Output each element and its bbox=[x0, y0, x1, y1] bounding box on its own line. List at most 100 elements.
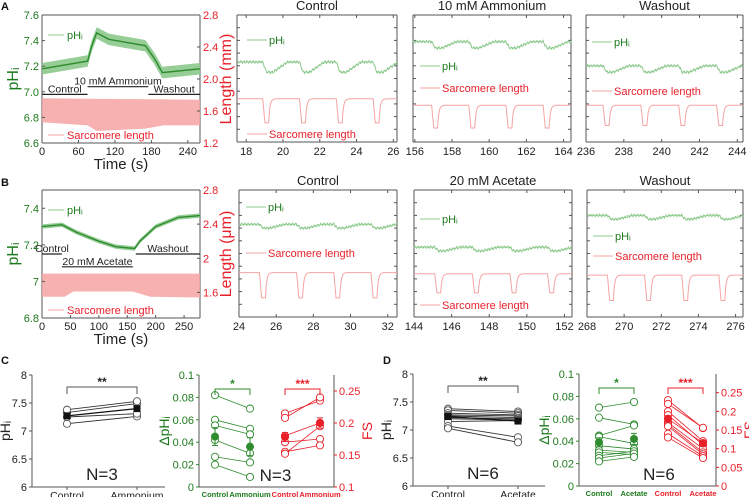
y-tick-label: 8 bbox=[402, 369, 408, 381]
sarcomere-length-band bbox=[42, 98, 200, 131]
y-tick-label: 0.04 bbox=[553, 436, 574, 448]
x-tick-label: 242 bbox=[690, 146, 708, 158]
x-tick-label: 32 bbox=[382, 321, 394, 333]
y-axis-title: pHᵢ bbox=[5, 68, 22, 91]
x-tick-label: 148 bbox=[480, 321, 498, 333]
legend-ph-label: pHᵢ bbox=[615, 231, 631, 243]
sarcomere-length-trace bbox=[587, 274, 743, 301]
legend-sl-label: Sarcomere length bbox=[442, 300, 529, 312]
right-data-point bbox=[315, 441, 325, 450]
left-significance-bracket bbox=[598, 387, 635, 394]
ph-band bbox=[42, 213, 200, 251]
y2-axis-title: Length (μm) bbox=[218, 211, 235, 298]
x-tick-label: 158 bbox=[443, 146, 461, 158]
ph-trace bbox=[236, 59, 398, 75]
condition-label: 20 mM Acetate bbox=[62, 256, 132, 268]
left-data-point bbox=[245, 458, 255, 467]
left-pair-line bbox=[214, 425, 251, 435]
right-significance-stars: *** bbox=[295, 377, 309, 391]
right-pair-line bbox=[284, 397, 321, 419]
condition-label: Control bbox=[35, 243, 69, 255]
category-label: Control bbox=[586, 489, 613, 497]
x-tick-label: 274 bbox=[689, 321, 707, 333]
data-point bbox=[513, 438, 523, 447]
right-mean-point bbox=[699, 439, 707, 448]
category-label: Acetate bbox=[689, 489, 716, 497]
left-pair-line bbox=[598, 425, 635, 436]
legend-sl-label: Sarcomere length bbox=[614, 86, 701, 98]
pair-line bbox=[66, 415, 138, 425]
y2-tick-label: 0.15 bbox=[721, 425, 742, 437]
y2-tick-label: 2.4 bbox=[203, 219, 218, 231]
y-tick-label: 0.06 bbox=[553, 414, 574, 426]
x-tick-label: 24 bbox=[233, 321, 245, 333]
left-data-point bbox=[245, 430, 255, 439]
right-pair-line bbox=[667, 418, 704, 444]
y-tick-label: 0.02 bbox=[173, 460, 194, 472]
condition-label: Control bbox=[48, 83, 82, 95]
significance-bracket bbox=[66, 386, 138, 394]
category-label: Ammonium bbox=[299, 490, 341, 497]
left-significance-stars: * bbox=[614, 376, 619, 390]
mean-point bbox=[133, 405, 141, 413]
pair-line bbox=[447, 414, 519, 417]
sarcomere-length-trace bbox=[239, 272, 397, 299]
ph-trace bbox=[586, 212, 744, 222]
right-pair-line bbox=[667, 414, 704, 446]
x-tick-label: 18 bbox=[240, 146, 252, 158]
right-data-point bbox=[698, 423, 708, 432]
y-tick-label: 0 bbox=[568, 481, 574, 493]
sarcomere-length-trace bbox=[414, 273, 572, 294]
x-axis-title: Time (s) bbox=[94, 156, 148, 173]
y-tick-label: 7.5 bbox=[393, 397, 408, 409]
chart-D-dph-fs: 0 0.02 0.04 0.06 0.08 0.1 0 0.05 0.1 0.15 0.2 0.25 C… bbox=[536, 369, 749, 497]
legend-ph-label: pHᵢ bbox=[442, 214, 458, 226]
sarcomere-length-trace bbox=[586, 104, 743, 126]
chart-B-washout: Washout 268 270 272 274 276 pHᵢ Sarcomere lengt… bbox=[578, 173, 745, 333]
condition-label: Washout bbox=[154, 83, 195, 95]
left-pair-line bbox=[598, 436, 635, 444]
chart-B-control: Control 24 26 28 30 32 pHᵢ Sarcomere length bbox=[233, 173, 398, 333]
sarcomere-length-trace bbox=[413, 104, 571, 129]
left-pair-line bbox=[598, 450, 635, 457]
y-axis-title: ΔpHᵢ bbox=[536, 415, 552, 444]
y-axis-title: pHᵢ bbox=[0, 421, 13, 441]
y2-tick-label: 0.25 bbox=[339, 386, 360, 398]
pair-line bbox=[66, 413, 138, 418]
chart-C-phi: 6 6.5 7 7.5 8 Control Ammonium pHᵢ ** N=3 bbox=[0, 370, 165, 497]
right-pair-line bbox=[667, 433, 704, 457]
y2-tick-label: 2.8 bbox=[203, 10, 218, 22]
left-mean-point bbox=[246, 442, 254, 451]
n-label: N=3 bbox=[260, 466, 292, 485]
y2-tick-label: 2 bbox=[203, 253, 209, 265]
right-data-point bbox=[663, 399, 673, 408]
y-axis-title: ΔpHᵢ bbox=[156, 416, 172, 445]
left-pair-line bbox=[214, 456, 251, 463]
right-significance-bracket bbox=[667, 387, 704, 394]
mean-point bbox=[63, 412, 71, 420]
right-mean-point bbox=[281, 433, 289, 442]
sarcomere-length-trace bbox=[237, 98, 397, 124]
chart-C-dph-fs: 0 0.02 0.04 0.06 0.08 0.1 0.1 0.15 0.2 0.25 Contro… bbox=[156, 370, 375, 497]
n-label: N=6 bbox=[643, 465, 675, 484]
y2-tick-label: 2.0 bbox=[203, 74, 218, 86]
panel-title: 20 mM Acetate bbox=[450, 173, 537, 188]
mean-point bbox=[444, 413, 452, 421]
x-tick-label: 160 bbox=[480, 146, 498, 158]
left-pair-line bbox=[598, 417, 635, 425]
x-tick-label: 180 bbox=[142, 146, 160, 158]
y-tick-label: 0.02 bbox=[553, 459, 574, 471]
panel-label-c: C bbox=[1, 355, 9, 367]
x-tick-label: 268 bbox=[578, 321, 596, 333]
chart-A-ammonium: 10 mM Ammonium 156 158 160 162 164 pHᵢ Sarcomer… bbox=[406, 0, 573, 158]
x-tick-label: 240 bbox=[179, 146, 197, 158]
y-tick-label: 7.5 bbox=[12, 398, 27, 410]
y2-axis-title: FS bbox=[741, 421, 749, 439]
y-axis-title: pHᵢ bbox=[378, 420, 394, 440]
right-pair-line bbox=[284, 422, 321, 437]
left-data-point bbox=[210, 460, 220, 469]
x-tick-label: 238 bbox=[615, 146, 633, 158]
category-label: Control bbox=[431, 489, 465, 497]
